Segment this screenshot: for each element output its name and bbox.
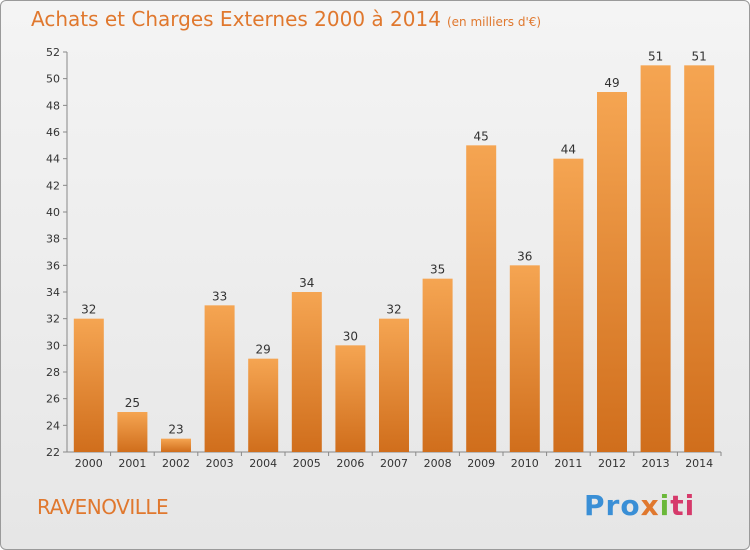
y-tick-label: 26 [46, 393, 60, 406]
x-tick-label: 2001 [118, 457, 146, 470]
x-tick-label: 2009 [467, 457, 495, 470]
x-tick-label: 2014 [685, 457, 713, 470]
bar [204, 305, 235, 452]
y-tick-label: 44 [46, 153, 60, 166]
y-tick-label: 22 [46, 446, 60, 459]
chart-title-block: Achats et Charges Externes 2000 à 2014 (e… [31, 7, 541, 31]
bar [291, 292, 322, 452]
x-tick-label: 2005 [293, 457, 321, 470]
bar-value-label: 36 [517, 249, 532, 263]
bar-value-label: 45 [474, 129, 489, 143]
bar-value-label: 35 [430, 263, 445, 277]
y-tick-label: 34 [46, 286, 60, 299]
bar-value-label: 44 [561, 143, 576, 157]
y-tick-label: 46 [46, 126, 60, 139]
location-label: RAVENOVILLE [37, 495, 169, 519]
y-tick-label: 30 [46, 339, 60, 352]
proxiti-logo: Proxiti [584, 489, 695, 522]
bar [422, 278, 453, 452]
x-tick-label: 2008 [424, 457, 452, 470]
bar [640, 65, 671, 452]
x-tick-label: 2010 [511, 457, 539, 470]
x-tick-label: 2002 [162, 457, 190, 470]
bar-value-label: 34 [299, 276, 314, 290]
bar [597, 92, 627, 452]
bar-value-label: 32 [81, 303, 96, 317]
logo-part-1: Pro [584, 489, 641, 522]
y-tick-label: 38 [46, 233, 60, 246]
y-tick-label: 48 [46, 99, 60, 112]
y-tick-label: 40 [46, 206, 60, 219]
bar-value-label: 51 [648, 49, 663, 63]
x-tick-label: 2004 [249, 457, 277, 470]
bar [161, 438, 191, 452]
y-tick-label: 24 [46, 419, 60, 432]
chart-title: Achats et Charges Externes 2000 à 2014 [31, 7, 441, 31]
bar-value-label: 23 [168, 423, 183, 437]
bar-value-label: 30 [343, 329, 358, 343]
bar [509, 265, 540, 452]
bar [335, 345, 366, 452]
x-tick-label: 2006 [336, 457, 364, 470]
x-tick-label: 2011 [554, 457, 582, 470]
x-tick-label: 2000 [75, 457, 103, 470]
y-tick-label: 36 [46, 259, 60, 272]
y-tick-label: 42 [46, 179, 60, 192]
bar [248, 358, 279, 452]
y-tick-label: 52 [46, 46, 60, 59]
chart-subtitle: (en milliers d'€) [446, 15, 542, 29]
bar [466, 145, 497, 453]
bar [73, 318, 104, 452]
bar [117, 412, 148, 452]
bar [553, 158, 584, 452]
bar-value-label: 49 [604, 76, 619, 90]
x-tick-label: 2003 [206, 457, 234, 470]
x-tick-label: 2013 [642, 457, 670, 470]
logo-part-4: ti [670, 489, 696, 522]
bar [684, 65, 715, 452]
y-tick-label: 50 [46, 73, 60, 86]
logo-part-3: i [659, 489, 671, 522]
bar-value-label: 29 [256, 343, 271, 357]
y-tick-label: 32 [46, 313, 60, 326]
y-tick-label: 28 [46, 366, 60, 379]
bar-value-label: 25 [125, 396, 140, 410]
bar-value-label: 51 [692, 49, 707, 63]
logo-part-2: x [640, 489, 660, 522]
bar [379, 318, 409, 452]
bar-value-label: 32 [386, 303, 401, 317]
bar-value-label: 33 [212, 289, 227, 303]
x-tick-label: 2007 [380, 457, 408, 470]
x-tick-label: 2012 [598, 457, 626, 470]
